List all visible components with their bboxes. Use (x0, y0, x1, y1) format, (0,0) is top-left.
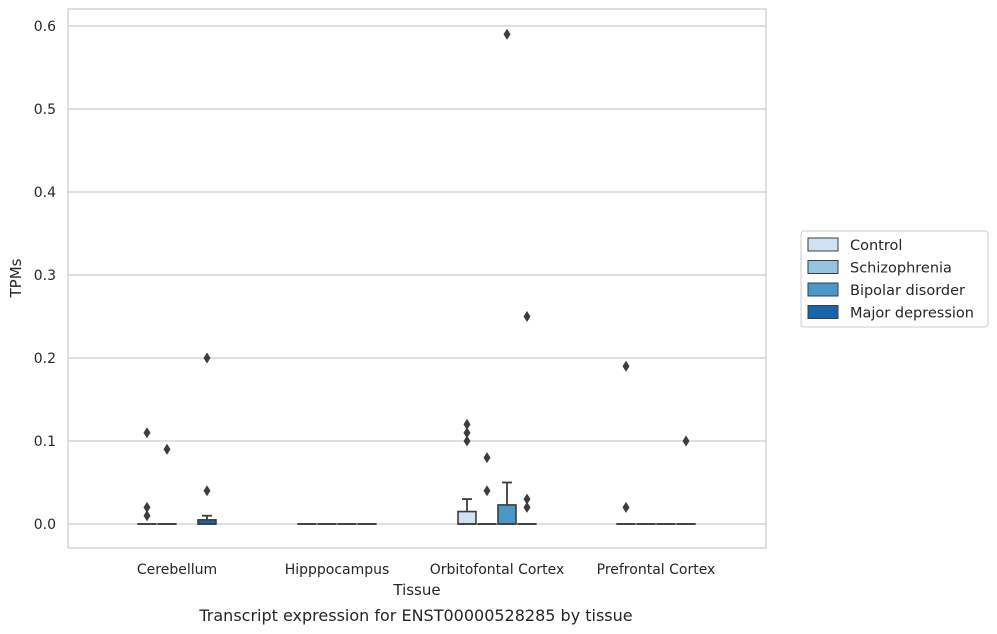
y-tick-label: 0.5 (34, 102, 56, 118)
y-tick-label: 0.4 (34, 185, 56, 201)
outlier-marks (143, 28, 690, 522)
y-tick-label: 0.3 (34, 268, 56, 284)
y-axis-ticks: 0.0 0.1 0.2 0.3 0.4 0.5 0.6 (34, 19, 56, 533)
outlier-point (503, 28, 511, 40)
y-tick-label: 0.6 (34, 19, 56, 35)
legend-frame (800, 230, 989, 328)
y-tick-label: 0.0 (34, 517, 56, 533)
outlier-point (483, 485, 491, 497)
box-bipolar-disorder (497, 481, 517, 525)
box-body (497, 504, 517, 525)
outlier-point (463, 435, 471, 447)
outlier-point (463, 427, 471, 439)
outlier-point (523, 311, 531, 322)
outlier-point (463, 418, 471, 430)
box-major-depression (197, 514, 217, 525)
outlier-point (483, 452, 491, 464)
legend-swatch (807, 282, 839, 297)
x-tick-label: Orbitofontal Cortex (430, 562, 565, 578)
legend-label: Control (850, 238, 902, 254)
legend-swatch (807, 237, 839, 252)
outlier-point (203, 485, 211, 497)
box-marks (137, 481, 696, 525)
legend-label: Major depression (850, 306, 974, 322)
x-axis-ticks: Cerebellum Hipppocampus Orbitofontal Corte… (137, 562, 715, 578)
legend-swatch (807, 305, 839, 319)
x-tick-label: Cerebellum (137, 562, 217, 578)
y-axis-label: TPMs (7, 258, 25, 298)
box-body (457, 510, 477, 525)
y-tick-label: 0.1 (34, 434, 56, 450)
legend-label: Schizophrenia (850, 261, 952, 277)
x-axis-label: Tissue (392, 581, 440, 599)
box-control (457, 498, 477, 525)
outlier-point (203, 352, 211, 364)
x-tick-label: Hipppocampus (285, 562, 390, 578)
plot-frame (67, 8, 767, 549)
outlier-point (523, 501, 531, 513)
legend-swatch (807, 260, 839, 274)
grid-lines (68, 25, 766, 525)
outlier-point (143, 501, 151, 513)
outlier-point (163, 443, 171, 455)
legend-label: Bipolar disorder (850, 283, 965, 299)
outlier-point (143, 510, 151, 522)
chart-caption: Transcript expression for ENST0000052828… (199, 606, 633, 625)
outlier-point (523, 493, 531, 505)
x-tick-label: Prefrontal Cortex (597, 562, 716, 578)
outlier-point (622, 501, 630, 513)
legend: Control Schizophrenia Bipolar disorder Majo… (800, 230, 989, 328)
outlier-point (143, 427, 151, 439)
y-tick-label: 0.2 (34, 351, 56, 367)
outlier-point (622, 360, 630, 372)
outlier-point (682, 435, 690, 447)
